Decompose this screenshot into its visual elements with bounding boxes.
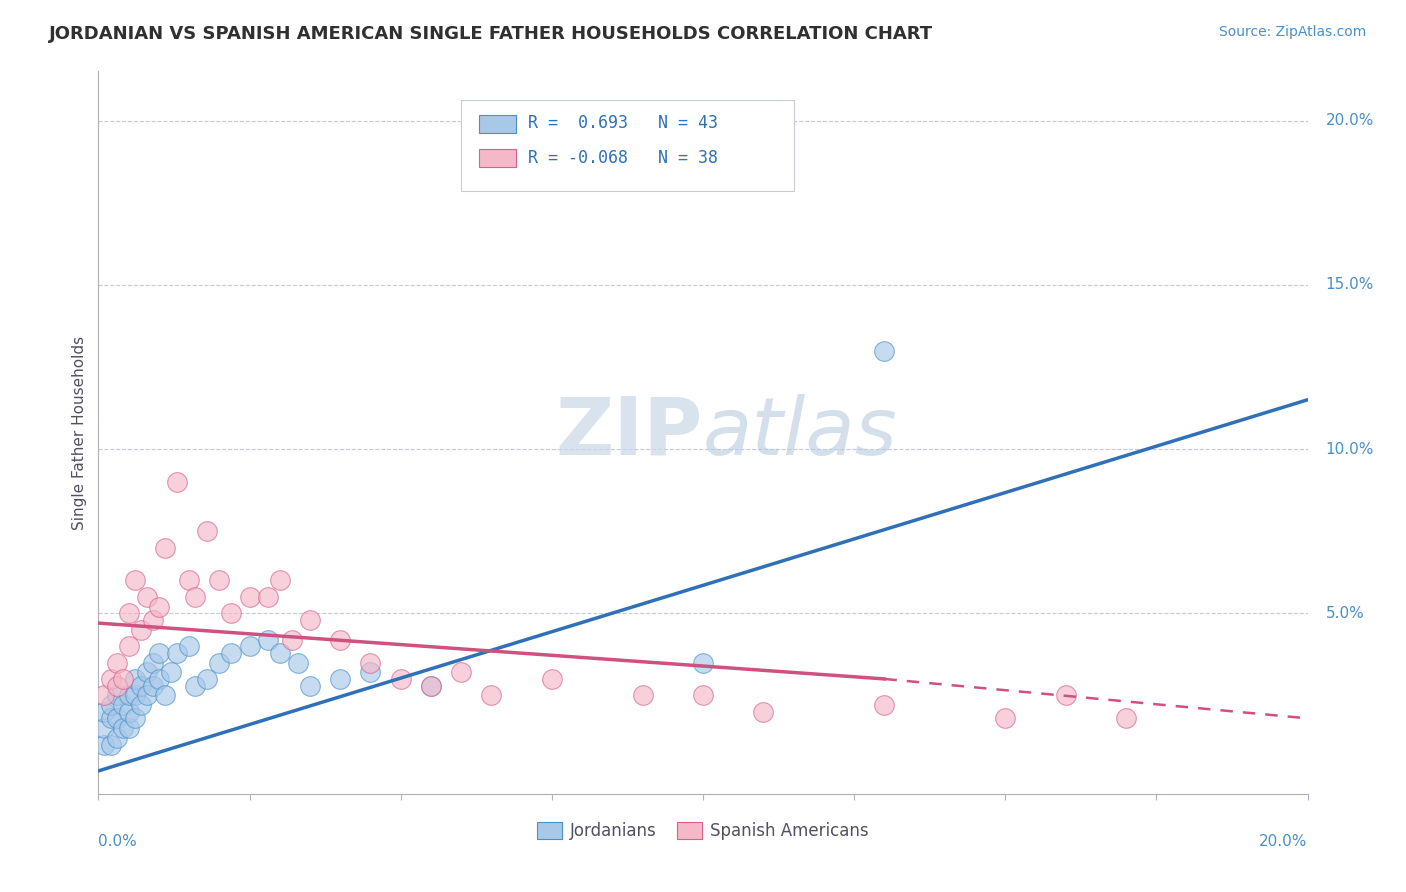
Point [135,689,157,703]
Point [111,698,134,713]
Point [93,721,115,735]
Point [1054,689,1077,703]
Point [752,705,775,719]
Point [105,731,128,745]
Point [111,672,134,686]
Point [118,705,141,719]
Point [239,639,262,653]
Point [105,678,128,692]
Point [166,646,188,660]
Point [873,343,896,358]
Point [208,574,231,588]
Point [124,574,146,588]
Point [329,672,352,686]
Point [299,678,322,692]
Y-axis label: Single Father Households: Single Father Households [72,335,87,530]
Point [239,590,262,604]
FancyBboxPatch shape [479,115,516,133]
Point [873,698,896,713]
Point [153,689,176,703]
Text: ZIP: ZIP [555,393,703,472]
Point [631,689,654,703]
Point [100,698,122,713]
Point [269,574,291,588]
Text: 15.0%: 15.0% [1326,277,1374,293]
Point [142,613,165,627]
Point [360,665,382,680]
Point [692,656,714,670]
Point [195,524,218,538]
Point [93,705,115,719]
Point [389,672,412,686]
Point [93,738,115,752]
Text: R =  0.693   N = 43: R = 0.693 N = 43 [527,114,717,132]
Text: Source: ZipAtlas.com: Source: ZipAtlas.com [1219,25,1367,39]
Point [184,590,207,604]
Point [195,672,218,686]
Point [160,665,183,680]
Point [281,632,304,647]
Text: 10.0%: 10.0% [1326,442,1374,457]
Text: R = -0.068   N = 38: R = -0.068 N = 38 [527,149,717,167]
Point [179,639,201,653]
Point [179,574,201,588]
Point [299,613,322,627]
Point [118,607,141,621]
Point [256,632,278,647]
Text: 0.0%: 0.0% [98,834,138,848]
Point [166,475,188,489]
Point [100,672,122,686]
Point [153,541,176,555]
Point [420,678,443,692]
Point [692,689,714,703]
Point [148,646,170,660]
Point [129,623,152,637]
Point [540,672,562,686]
Point [420,678,443,692]
Point [994,711,1017,725]
Text: 5.0%: 5.0% [1326,606,1364,621]
Point [329,632,352,647]
Point [111,721,134,735]
Point [221,646,243,660]
Point [105,711,128,725]
Point [256,590,278,604]
Point [105,689,128,703]
Point [450,665,472,680]
Point [142,678,165,692]
Point [184,678,207,692]
Point [93,689,115,703]
Point [1115,711,1137,725]
Text: 20.0%: 20.0% [1260,834,1308,848]
Point [129,698,152,713]
Point [142,656,165,670]
Point [360,656,382,670]
Legend: Jordanians, Spanish Americans: Jordanians, Spanish Americans [530,815,876,847]
Point [124,672,146,686]
Text: atlas: atlas [703,393,898,472]
Point [118,689,141,703]
Text: JORDANIAN VS SPANISH AMERICAN SINGLE FATHER HOUSEHOLDS CORRELATION CHART: JORDANIAN VS SPANISH AMERICAN SINGLE FAT… [49,25,934,43]
Point [287,656,309,670]
Point [221,607,243,621]
Point [118,639,141,653]
Point [269,646,291,660]
Point [148,599,170,614]
Text: 20.0%: 20.0% [1326,113,1374,128]
Point [100,711,122,725]
Point [129,678,152,692]
Point [105,656,128,670]
Point [135,665,157,680]
Point [481,689,503,703]
Point [100,738,122,752]
Point [124,711,146,725]
FancyBboxPatch shape [479,149,516,168]
Point [124,689,146,703]
Point [118,721,141,735]
FancyBboxPatch shape [461,100,793,191]
Point [208,656,231,670]
Point [135,590,157,604]
Point [148,672,170,686]
